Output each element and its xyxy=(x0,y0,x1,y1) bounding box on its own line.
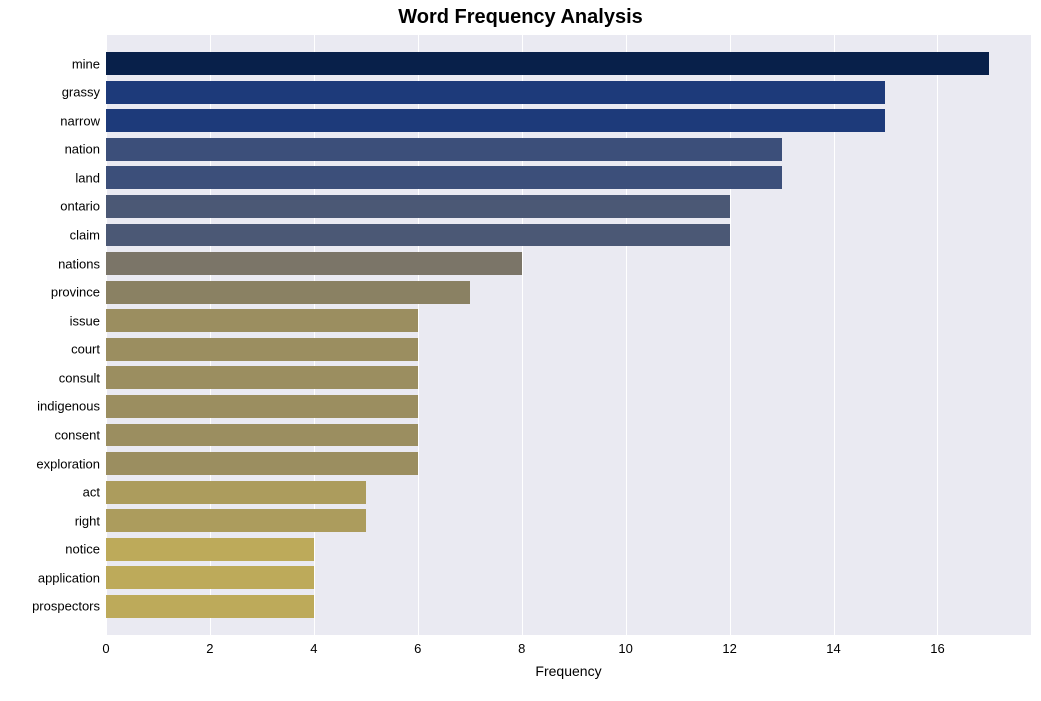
bar-row: mine xyxy=(106,52,1031,75)
x-tick-label: 14 xyxy=(826,635,840,656)
y-tick-label: nations xyxy=(58,257,106,270)
x-axis-title: Frequency xyxy=(106,663,1031,679)
bar-row: land xyxy=(106,166,1031,189)
y-tick-label: mine xyxy=(72,57,106,70)
y-tick-label: consult xyxy=(59,371,106,384)
bar-row: ontario xyxy=(106,195,1031,218)
bar-row: consult xyxy=(106,366,1031,389)
x-tick-label: 12 xyxy=(722,635,736,656)
bar xyxy=(106,52,989,75)
bar xyxy=(106,166,782,189)
y-tick-label: right xyxy=(75,514,106,527)
bar xyxy=(106,281,470,304)
bar xyxy=(106,538,314,561)
y-tick-label: narrow xyxy=(60,114,106,127)
bar-row: province xyxy=(106,281,1031,304)
bar-row: nations xyxy=(106,252,1031,275)
x-tick-label: 16 xyxy=(930,635,944,656)
bar xyxy=(106,338,418,361)
y-tick-label: indigenous xyxy=(37,400,106,413)
y-tick-label: court xyxy=(71,343,106,356)
y-tick-label: notice xyxy=(65,543,106,556)
bar-row: grassy xyxy=(106,81,1031,104)
bar xyxy=(106,509,366,532)
y-tick-label: application xyxy=(38,571,106,584)
x-tick-label: 6 xyxy=(414,635,421,656)
bar xyxy=(106,481,366,504)
y-tick-label: grassy xyxy=(62,86,106,99)
y-tick-label: act xyxy=(83,486,106,499)
word-frequency-chart: Word Frequency Analysis Frequency 0 2 4 6 8 1… xyxy=(0,0,1041,701)
x-tick-label: 0 xyxy=(102,635,109,656)
bar xyxy=(106,81,885,104)
bar-row: application xyxy=(106,566,1031,589)
bar-row: prospectors xyxy=(106,595,1031,618)
x-tick-label: 8 xyxy=(518,635,525,656)
x-tick-label: 4 xyxy=(310,635,317,656)
bar xyxy=(106,452,418,475)
y-tick-label: claim xyxy=(70,228,106,241)
x-tick-label: 10 xyxy=(618,635,632,656)
bar-row: nation xyxy=(106,138,1031,161)
bar-row: court xyxy=(106,338,1031,361)
bar-row: narrow xyxy=(106,109,1031,132)
bar-row: notice xyxy=(106,538,1031,561)
y-tick-label: land xyxy=(75,171,106,184)
y-tick-label: exploration xyxy=(36,457,106,470)
bar-row: exploration xyxy=(106,452,1031,475)
bar xyxy=(106,595,314,618)
bar xyxy=(106,424,418,447)
bar xyxy=(106,566,314,589)
bar-row: issue xyxy=(106,309,1031,332)
y-tick-label: nation xyxy=(65,143,106,156)
bar xyxy=(106,252,522,275)
bar-row: claim xyxy=(106,224,1031,247)
bar xyxy=(106,138,782,161)
bar xyxy=(106,366,418,389)
x-tick-label: 2 xyxy=(206,635,213,656)
chart-title: Word Frequency Analysis xyxy=(0,6,1041,29)
bar xyxy=(106,395,418,418)
bar xyxy=(106,109,885,132)
bar xyxy=(106,224,730,247)
bar xyxy=(106,195,730,218)
y-tick-label: ontario xyxy=(60,200,106,213)
bar-row: indigenous xyxy=(106,395,1031,418)
y-tick-label: province xyxy=(51,286,106,299)
bar-row: act xyxy=(106,481,1031,504)
bar-row: right xyxy=(106,509,1031,532)
y-tick-label: issue xyxy=(70,314,106,327)
plot-area: Frequency 0246810121416minegrassynarrown… xyxy=(106,35,1031,635)
bar-row: consent xyxy=(106,424,1031,447)
y-tick-label: consent xyxy=(54,428,106,441)
bar xyxy=(106,309,418,332)
y-tick-label: prospectors xyxy=(32,600,106,613)
